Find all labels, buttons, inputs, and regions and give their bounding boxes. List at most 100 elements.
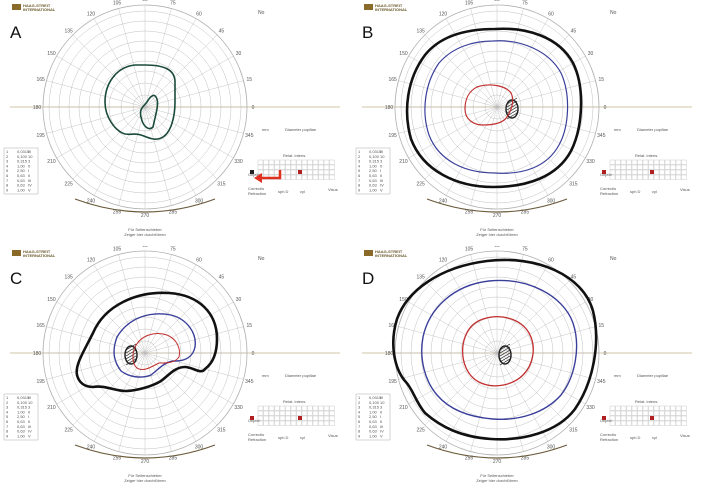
stimulus-table-cell: 3 (6, 159, 9, 164)
degree-label: 285 (169, 209, 178, 215)
intensity-cell (626, 174, 632, 180)
grid-meridian (118, 254, 146, 354)
intensity-cell (323, 415, 330, 421)
stimulus-table-cell: 0 (28, 409, 31, 414)
intensity-cell (285, 164, 291, 170)
intensity-cell (664, 420, 671, 426)
intensity-cell (609, 415, 616, 421)
refraction-label: Refraction (600, 191, 618, 196)
intensity-cell (263, 164, 269, 170)
stimulus-table-cell: 0,0315 (369, 149, 382, 154)
retest-label: Relat. intens. (283, 399, 306, 404)
grid-meridian (496, 8, 524, 108)
intensity-cell (631, 405, 638, 411)
stimulus-table-cell: 1,00 (17, 409, 26, 414)
intensity-cell (626, 420, 632, 426)
stimulus-table-cell: 0,63 (17, 419, 26, 424)
slider-text-1: Für Seitenschieber (128, 473, 162, 478)
intensity-cell (631, 164, 638, 170)
slider-text-1: Für Seitenschieber (480, 473, 514, 478)
stimulus-table-frame (355, 393, 391, 441)
grid-meridian (144, 352, 172, 452)
stimulus-table-cell: I (380, 168, 381, 173)
intensity-cell (285, 415, 291, 421)
grid-meridian (408, 301, 498, 354)
red-arrow-head (254, 173, 262, 183)
stimulus-table-cell: 0,0315 (369, 395, 382, 400)
stimulus-table-cell: 0,315 (17, 159, 28, 164)
slider-text-2: Zeiger hier durchführen (124, 478, 166, 483)
grid-meridian (470, 254, 498, 354)
stimulus-table-cell: 1,00 (17, 433, 26, 438)
intensity-cell (609, 164, 616, 170)
intensity-cell (263, 410, 269, 416)
slider-text-2: Zeiger hier durchführen (124, 232, 166, 237)
grid-meridian (56, 301, 146, 354)
intensity-cell (659, 420, 665, 426)
degree-label: 285 (521, 455, 530, 461)
objekt-label: Objekt (600, 172, 612, 177)
degree-label: 15 (247, 323, 253, 329)
isopter-contour (75, 291, 219, 393)
degree-label: 345 (245, 133, 254, 139)
diameter-pupillae-label: Diameter pupillae (285, 373, 317, 378)
intensity-cell (329, 415, 335, 421)
grid-meridian (144, 106, 234, 159)
grid-meridian (424, 352, 498, 426)
intensity-cell (268, 159, 275, 165)
intensity-cell (257, 405, 264, 411)
intensity-cell (681, 415, 687, 421)
intensity-cell (263, 420, 269, 426)
degree-label: 60 (548, 11, 554, 17)
intensity-cell (609, 169, 616, 175)
intensity-cell (615, 159, 621, 165)
grid-meridian (144, 352, 234, 405)
intensity-cell (642, 164, 649, 170)
intensity-cell (659, 174, 665, 180)
intensity-cell (257, 164, 264, 170)
degree-label: 300 (547, 445, 556, 451)
perimetry-chart-b: HAAG-STREITINTERNATIONALNo90756045301503… (355, 0, 692, 237)
intensity-cell (307, 164, 313, 170)
stimulus-table-cell: 9 (6, 433, 9, 438)
intensity-cell (285, 405, 291, 411)
intensity-cell (268, 164, 275, 170)
intensity-cell (637, 410, 643, 416)
intensity-cell (290, 410, 297, 416)
grid-meridian (144, 34, 218, 108)
intensity-cell (274, 415, 280, 421)
intensity-cell (631, 410, 638, 416)
slider-arc (426, 444, 568, 459)
intensity-cell (312, 159, 319, 165)
stimulus-table-cell: IV (380, 183, 384, 188)
grid-meridian (118, 8, 146, 108)
visual-field-grid: 9075604530150345330315300285270255240225… (33, 0, 255, 219)
stimulus-table-cell: 4 (358, 163, 361, 168)
objekt-label: Objekt (248, 172, 260, 177)
intensity-cell (681, 164, 687, 170)
grid-meridian (496, 352, 549, 442)
intensity-cell (307, 174, 313, 180)
grid-meridian (93, 264, 146, 354)
degree-label: 210 (399, 159, 408, 165)
intensity-cell (664, 415, 671, 421)
degree-label: 0 (604, 351, 607, 357)
panel-letter: A (10, 23, 22, 42)
intensity-cell (675, 415, 682, 421)
intensity-cell (285, 410, 291, 416)
stimulus-table-cell: 0,63 (369, 419, 378, 424)
visus-label: Visus (680, 187, 690, 192)
stimulus-table-cell: 1,00 (369, 163, 378, 168)
stimulus-table-cell: 7 (358, 424, 361, 429)
stimulus-table-cell: 2,50 (369, 414, 378, 419)
intensity-cell (279, 164, 286, 170)
intensity-cell (301, 415, 308, 421)
intensity-cell (615, 410, 621, 416)
retest-label: Relat. intens. (635, 153, 658, 158)
degree-label: 45 (571, 275, 577, 281)
intensity-cell (301, 420, 308, 426)
stimulus-table-cell: III (28, 178, 31, 183)
intensity-cell (648, 405, 654, 411)
cyl-label: cyl (652, 189, 657, 194)
